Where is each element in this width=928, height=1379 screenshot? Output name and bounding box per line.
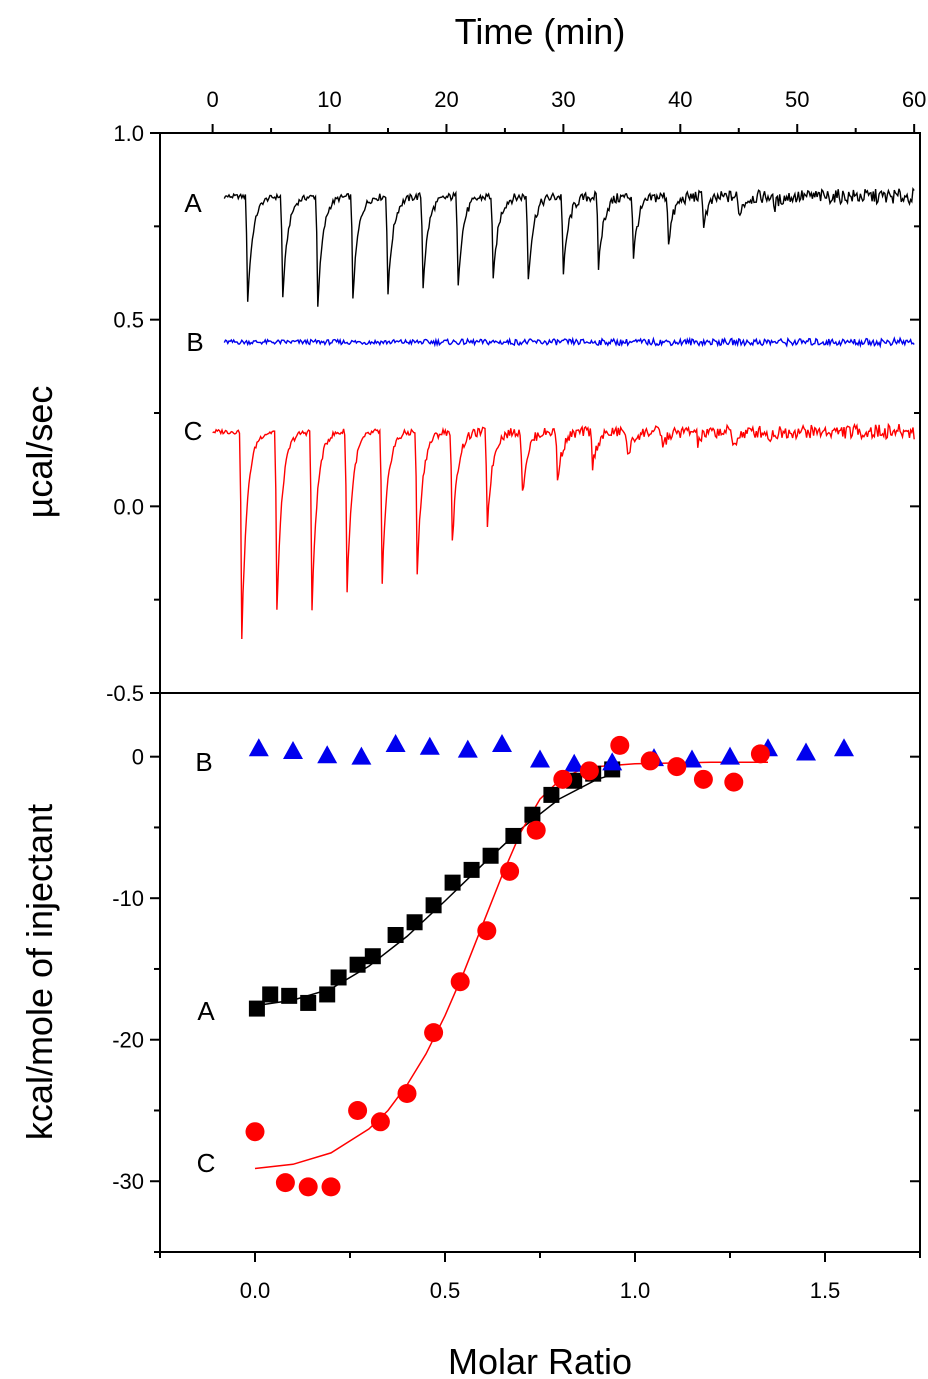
bottom-label-b: B [195,747,212,777]
data-point-b-triangle [720,746,740,765]
data-point-b-triangle [283,741,303,760]
data-point-b-triangle [492,733,512,752]
thermogram-trace-b [223,336,915,349]
data-point-b-triangle [457,739,478,758]
bottom-x-tick-label: 1.5 [810,1278,841,1303]
top-x-axis-title: Time (min) [455,11,626,52]
data-point-b-triangle [602,752,623,771]
data-point-c-circle [640,751,660,771]
bottom-label-c: C [197,1148,216,1178]
data-point-c-circle [526,820,546,840]
data-point-a-square [262,986,279,1003]
top-x-tick-label: 30 [551,87,575,112]
top-label-c: C [184,416,203,446]
data-point-a-square [524,806,541,823]
data-point-c-circle [667,757,687,777]
top-panel-thermogram: 0 10 20 30 40 50 60 1.0 0.5 0.0 -0.5 [106,87,926,706]
top-y-tick-label: -0.5 [106,681,144,706]
data-point-a-square [319,986,336,1003]
data-point-a-square [349,956,366,973]
data-point-c-circle [477,921,497,941]
data-point-c-circle [298,1177,318,1197]
data-point-a-square [425,897,442,914]
data-point-c-circle [610,735,630,755]
top-x-tick-label: 40 [668,87,692,112]
top-label-a: A [184,188,202,218]
bottom-y-tick-label: -20 [112,1028,144,1053]
data-point-a-square [543,786,560,803]
data-point-c-circle [275,1173,295,1193]
bottom-panel-binding-isotherm: 0.0 0.5 1.0 1.5 0 -10 -20 -30 [112,692,921,1303]
bottom-label-a: A [197,996,215,1026]
data-point-c-circle [724,772,744,792]
data-point-c-circle [321,1177,341,1197]
data-point-a-square [463,861,480,878]
data-point-a-square [505,827,522,844]
fit-curve-a [254,772,617,1007]
data-point-b-triangle [682,749,702,768]
data-point-c-circle [245,1122,265,1142]
bottom-y-tick-label: -10 [112,886,144,911]
data-point-c-circle [424,1023,444,1043]
bottom-y-axis-title: kcal/mole of injectant [19,804,60,1140]
data-point-c-circle [450,972,470,992]
data-point-a-square [406,914,423,931]
data-point-c-circle [579,761,599,781]
data-point-b-triangle [385,733,406,752]
bottom-y-tick-label: -30 [112,1169,144,1194]
data-point-a-square [364,948,381,965]
top-x-tick-label: 0 [206,87,218,112]
bottom-x-axis-title: Molar Ratio [448,1341,632,1379]
data-point-b-triangle [564,753,585,772]
data-point-c-circle [693,769,713,789]
data-point-b-triangle [248,738,269,757]
top-x-tick-label: 50 [785,87,809,112]
data-point-a-square [444,874,461,891]
thermogram-trace-a [223,187,915,307]
top-y-tick-label: 0.5 [113,308,144,333]
data-point-c-circle [553,769,573,789]
top-x-tick-label: 10 [317,87,341,112]
top-x-tick-label: 20 [434,87,458,112]
top-y-tick-label: 1.0 [113,121,144,146]
data-point-a-square [281,987,298,1004]
data-point-c-circle [348,1100,368,1120]
data-point-a-square [482,847,499,864]
data-point-b-triangle [351,746,372,765]
data-point-c-circle [750,744,770,764]
top-y-axis-title: µcal/sec [19,386,60,519]
data-point-b-triangle [530,749,550,768]
bottom-x-tick-label: 0.0 [240,1278,271,1303]
data-point-c-circle [370,1112,390,1132]
bottom-x-tick-label: 1.0 [620,1278,651,1303]
data-point-b-triangle [796,742,816,761]
thermogram-trace-c [212,422,915,640]
data-point-a-square [300,994,317,1011]
data-point-c-circle [397,1083,417,1103]
top-x-tick-label: 60 [902,87,926,112]
data-point-b-triangle [834,738,854,757]
data-point-a-square [387,926,404,943]
data-point-b-triangle [419,736,440,755]
data-point-c-circle [500,861,520,881]
data-point-a-square [248,1000,265,1017]
data-point-a-square [330,969,347,986]
data-point-b-triangle [317,745,338,764]
bottom-y-tick-label: 0 [132,745,144,770]
top-label-b: B [186,327,203,357]
top-y-tick-label: 0.0 [113,494,144,519]
bottom-x-tick-label: 0.5 [430,1278,461,1303]
